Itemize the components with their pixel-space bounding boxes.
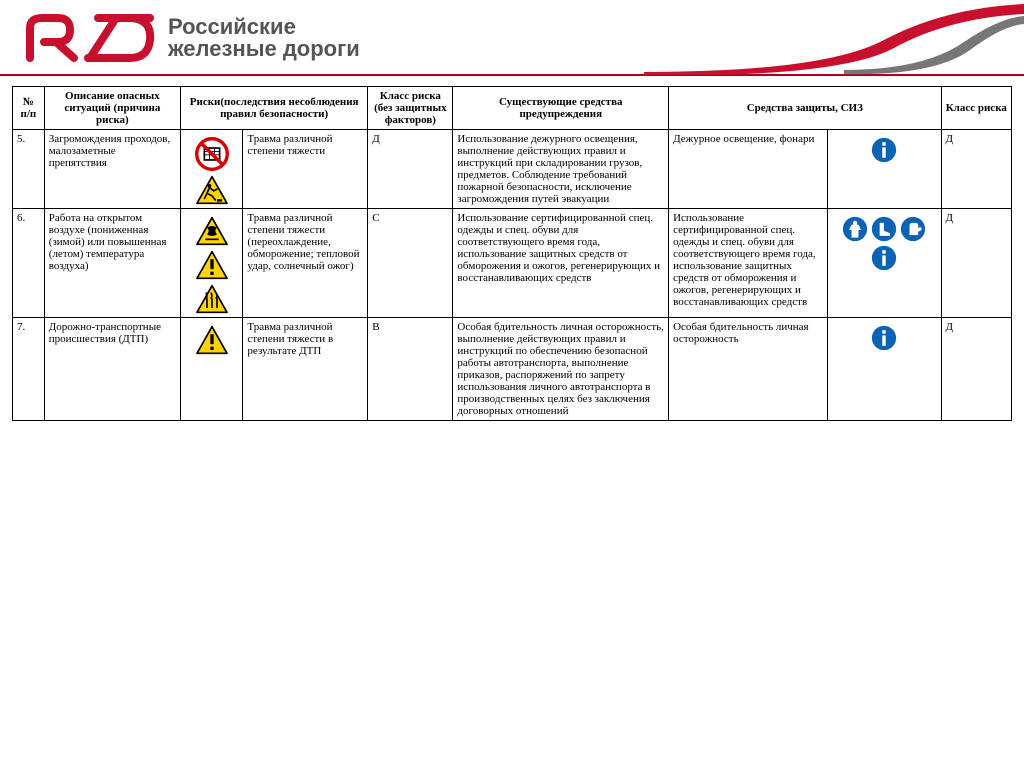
header-swoosh-icon	[644, 0, 1024, 75]
cell-prevention: Использование сертифицированной спец. од…	[453, 209, 669, 318]
brand-text: Российские железные дороги	[168, 14, 360, 62]
cell-prevention: Использование дежурного освещения, выпол…	[453, 130, 669, 209]
rzd-logo-icon	[20, 8, 160, 68]
mandatory-info-icon	[871, 245, 897, 271]
general-warning-icon	[195, 325, 229, 355]
cell-siz-icons	[828, 130, 942, 209]
header-divider	[0, 74, 1024, 76]
heat-warning-icon	[195, 284, 229, 314]
table-row: 7.Дорожно-транспортные происшествия (ДТП…	[13, 318, 1012, 421]
cell-class-after: Д	[941, 209, 1011, 318]
cell-siz-text: Использование сертифицированной спец. од…	[669, 209, 828, 318]
cell-class-after: Д	[941, 130, 1011, 209]
ppe-suit-icon	[842, 216, 868, 242]
table-row: 6.Работа на открытом воздухе (пониженная…	[13, 209, 1012, 318]
table-row: 5.Загромождения проходов, малозаметные п…	[13, 130, 1012, 209]
ppe-gloves-icon	[900, 216, 926, 242]
cell-risk-text: Травма различной степени тяжести	[243, 130, 368, 209]
general-warning-icon	[195, 250, 229, 280]
cell-num: 6.	[13, 209, 45, 318]
cold-warning-icon	[195, 216, 229, 246]
cell-risk-icons	[181, 209, 243, 318]
cell-num: 5.	[13, 130, 45, 209]
mandatory-info-icon	[871, 325, 897, 351]
cell-siz-icons	[828, 209, 942, 318]
trip-hazard-icon	[195, 175, 229, 205]
cell-risk-icons	[181, 130, 243, 209]
table-body: 5.Загромождения проходов, малозаметные п…	[13, 130, 1012, 421]
cell-prevention: Особая бдительность личная осторожность,…	[453, 318, 669, 421]
col-class-after: Класс риска	[941, 87, 1011, 130]
risk-table: № п/п Описание опасных ситуаций (причина…	[12, 86, 1012, 421]
col-class-bare: Класс риска (без защитных факторов)	[368, 87, 453, 130]
cell-class-after: Д	[941, 318, 1011, 421]
col-siz: Средства защиты, СИЗ	[669, 87, 941, 130]
cell-class-bare: Д	[368, 130, 453, 209]
cell-num: 7.	[13, 318, 45, 421]
col-risks: Риски(последствия несоблюдения правил бе…	[181, 87, 368, 130]
col-prevention: Существующие средства предупреждения	[453, 87, 669, 130]
cell-risk-text: Травма различной степени тяжести (переох…	[243, 209, 368, 318]
cell-situation: Загромождения проходов, малозаметные пре…	[44, 130, 180, 209]
cell-situation: Дорожно-транспортные происшествия (ДТП)	[44, 318, 180, 421]
brand-line-2: железные дороги	[168, 36, 360, 62]
cell-risk-icons	[181, 318, 243, 421]
ppe-boots-icon	[871, 216, 897, 242]
cell-risk-text: Травма различной степени тяжести в резул…	[243, 318, 368, 421]
mandatory-info-icon	[871, 137, 897, 163]
col-num: № п/п	[13, 87, 45, 130]
no-stacking-icon	[195, 137, 229, 171]
cell-siz-icons	[828, 318, 942, 421]
table-header: № п/п Описание опасных ситуаций (причина…	[13, 87, 1012, 130]
cell-siz-text: Дежурное освещение, фонари	[669, 130, 828, 209]
cell-siz-text: Особая бдительность личная осторожность	[669, 318, 828, 421]
cell-class-bare: С	[368, 209, 453, 318]
page-header: Российские железные дороги	[0, 0, 1024, 74]
col-situation: Описание опасных ситуаций (причина риска…	[44, 87, 180, 130]
cell-situation: Работа на открытом воздухе (пониженная (…	[44, 209, 180, 318]
cell-class-bare: В	[368, 318, 453, 421]
